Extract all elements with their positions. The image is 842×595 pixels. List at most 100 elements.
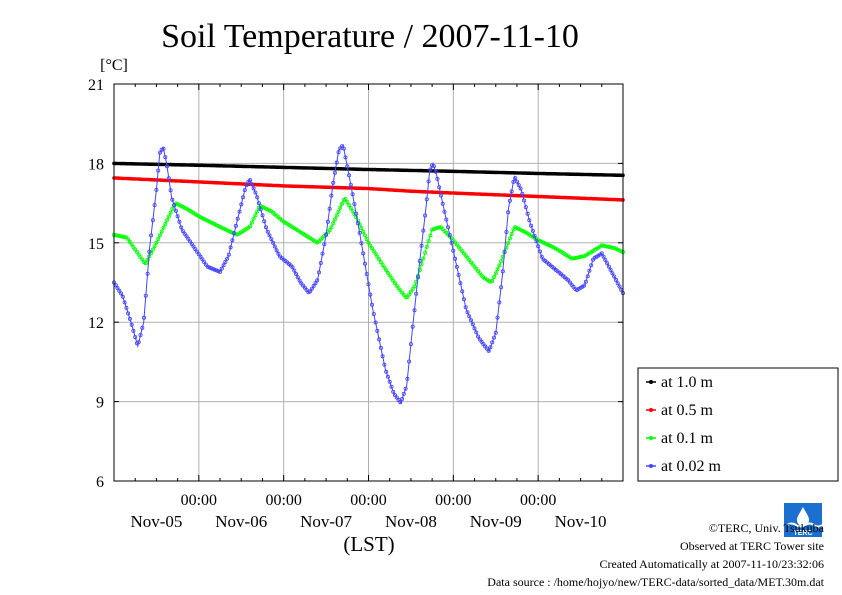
data-point: [212, 267, 217, 272]
data-point: [373, 320, 378, 325]
data-point: [391, 389, 396, 394]
data-point: [143, 261, 148, 266]
data-point: [400, 396, 405, 401]
data-point: [332, 170, 337, 175]
data-point: [368, 243, 373, 248]
data-point: [495, 267, 500, 272]
data-point: [150, 218, 155, 223]
data-point: [324, 232, 329, 237]
data-point: [348, 182, 353, 187]
data-point: [486, 348, 491, 353]
data-point: [423, 213, 428, 218]
data-point: [612, 274, 617, 279]
data-point: [603, 257, 608, 262]
data-point: [345, 164, 350, 169]
observed-text: Observed at TERC Tower site: [679, 539, 824, 553]
series-at-1-0-m: [112, 161, 625, 178]
legend-marker: [649, 464, 653, 468]
data-point: [228, 245, 233, 250]
data-point: [456, 272, 461, 277]
data-point: [410, 324, 415, 329]
data-point: [463, 305, 468, 310]
data-point: [193, 247, 198, 252]
data-point: [366, 282, 371, 287]
data-point: [499, 259, 504, 264]
data-point: [253, 190, 258, 195]
data-point: [131, 328, 136, 333]
data-point: [152, 244, 157, 249]
data-point: [274, 248, 279, 253]
data-point: [136, 340, 141, 345]
data-point: [309, 286, 314, 291]
data-point: [513, 176, 518, 181]
data-point: [235, 216, 240, 221]
data-point: [249, 182, 254, 187]
data-point: [509, 231, 514, 236]
data-point: [578, 254, 583, 259]
data-point: [384, 369, 389, 374]
data-point: [332, 217, 337, 222]
data-point: [152, 202, 157, 207]
data-point: [347, 173, 352, 178]
y-tick-label: 9: [96, 395, 104, 412]
data-point: [431, 164, 436, 169]
data-point: [520, 191, 525, 196]
data-point: [407, 292, 412, 297]
data-point: [338, 205, 343, 210]
data-point: [322, 242, 327, 247]
data-point: [371, 311, 376, 316]
data-point: [403, 295, 408, 300]
data-point: [361, 251, 366, 256]
data-point: [334, 213, 339, 218]
series-at-0-1-m: [112, 196, 626, 300]
data-point: [493, 271, 498, 276]
data-point: [175, 214, 180, 219]
data-point: [497, 263, 502, 268]
series-at-0-5-m: [112, 176, 625, 202]
data-point: [138, 332, 143, 337]
data-point: [453, 256, 458, 261]
data-point: [451, 248, 456, 253]
data-point: [115, 285, 120, 290]
data-point: [391, 278, 396, 283]
data-point: [601, 243, 606, 248]
data-point: [161, 225, 166, 230]
data-point: [605, 244, 610, 249]
data-point: [412, 308, 417, 313]
data-point: [117, 233, 122, 238]
source-text: Data source : /home/hojyo/new/TERC-data/…: [487, 575, 824, 589]
data-point: [408, 342, 413, 347]
data-point: [226, 252, 231, 257]
data-point: [530, 228, 535, 233]
y-tick-label: 15: [88, 236, 104, 253]
data-point: [357, 230, 362, 235]
x-time-label: 00:00: [435, 492, 471, 509]
data-point: [159, 229, 164, 234]
data-point: [522, 198, 527, 203]
data-point: [497, 300, 502, 305]
data-point: [421, 256, 426, 261]
data-point: [311, 283, 316, 288]
data-point: [438, 193, 443, 198]
data-point: [157, 233, 162, 238]
data-point: [378, 260, 383, 265]
data-point: [369, 302, 374, 307]
data-point: [392, 281, 397, 286]
data-point: [240, 195, 245, 200]
data-point: [149, 233, 154, 238]
data-point: [415, 275, 420, 280]
legend-marker: [649, 380, 653, 384]
data-point: [354, 211, 359, 216]
data-point: [336, 150, 341, 155]
x-date-label: Nov-06: [215, 512, 267, 531]
data-point: [170, 197, 175, 202]
data-point: [225, 256, 230, 261]
data-point: [447, 233, 452, 238]
data-point: [608, 245, 613, 250]
data-point: [138, 255, 143, 260]
data-point: [580, 254, 585, 259]
x-time-label: 00:00: [181, 492, 217, 509]
data-point: [316, 270, 321, 275]
x-date-label: Nov-07: [300, 512, 352, 531]
data-point: [166, 214, 171, 219]
